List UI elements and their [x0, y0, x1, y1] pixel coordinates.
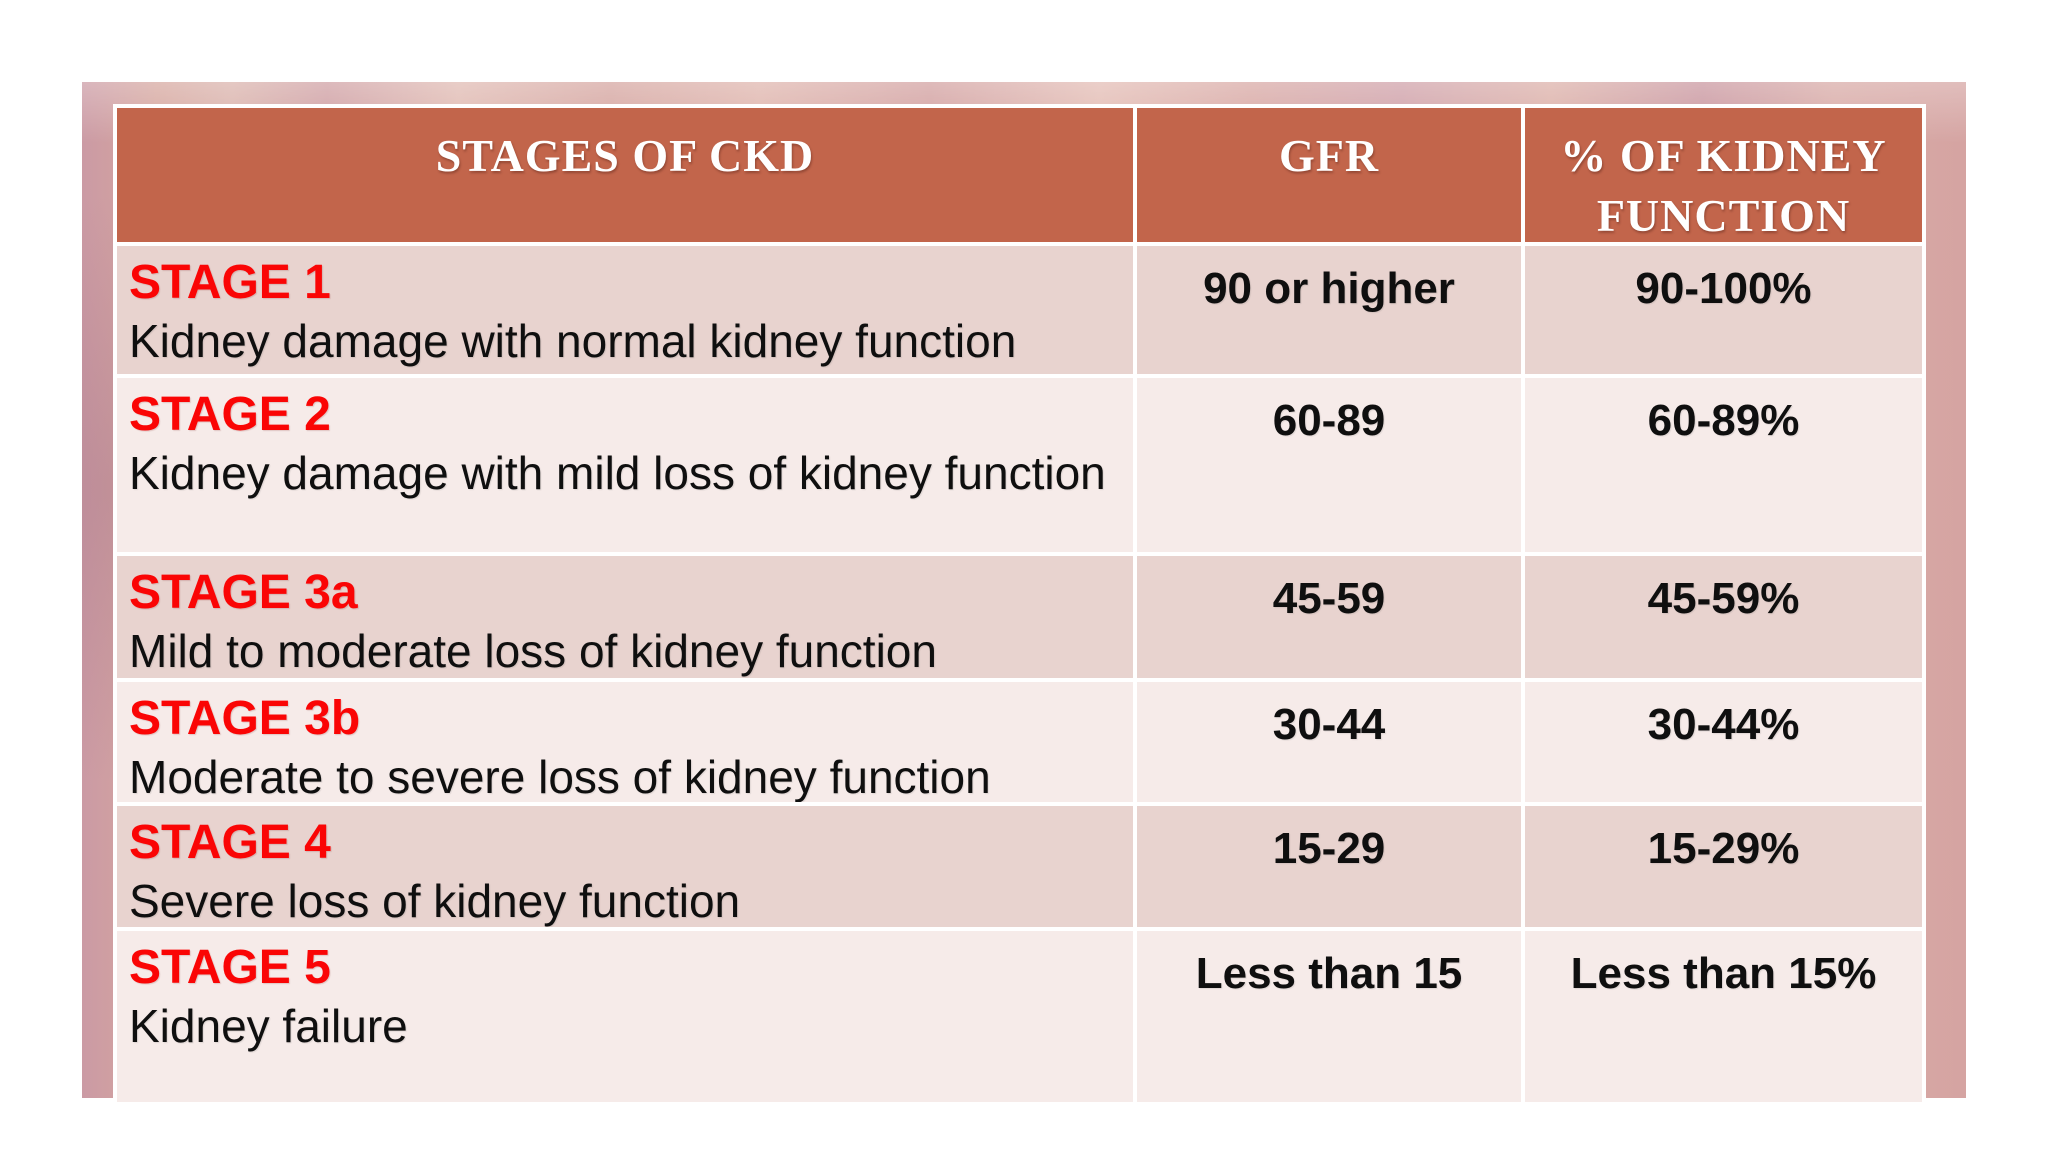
table-row-gfr-cell: 15-29	[1137, 806, 1521, 927]
table-row-percent-cell: 90-100%	[1525, 246, 1922, 374]
table-row-percent-cell: 60-89%	[1525, 378, 1922, 552]
table-row-percent-cell: 15-29%	[1525, 806, 1922, 927]
column-header-stages-of-ckd: STAGES OF CKD	[117, 108, 1133, 242]
table-row-percent-cell: 30-44%	[1525, 682, 1922, 802]
stage-description: Kidney damage with normal kidney functio…	[129, 315, 1017, 367]
table-row-gfr-cell: 30-44	[1137, 682, 1521, 802]
stage-description: Kidney damage with mild loss of kidney f…	[129, 447, 1106, 499]
stage-description: Severe loss of kidney function	[129, 875, 741, 927]
column-header-percent-kidney-function: % OF KIDNEY FUNCTION	[1525, 108, 1922, 242]
ckd-stages-table: STAGES OF CKD GFR % OF KIDNEY FUNCTION S…	[113, 104, 1926, 1106]
stage-label: STAGE 4	[129, 816, 331, 869]
table-row-stage-cell: STAGE 3b Moderate to severe loss of kidne…	[117, 682, 1133, 802]
stage-label: STAGE 5	[129, 941, 331, 994]
stage-label: STAGE 1	[129, 256, 331, 309]
stage-label: STAGE 3b	[129, 692, 361, 745]
table-row-percent-cell: 45-59%	[1525, 556, 1922, 678]
table-row-stage-cell: STAGE 5 Kidney failure	[117, 931, 1133, 1102]
table-row-gfr-cell: 90 or higher	[1137, 246, 1521, 374]
stage-description: Mild to moderate loss of kidney function	[129, 625, 937, 677]
table-row-stage-cell: STAGE 3a Mild to moderate loss of kidney …	[117, 556, 1133, 678]
column-header-gfr: GFR	[1137, 108, 1521, 242]
stage-description: Moderate to severe loss of kidney functi…	[129, 751, 991, 802]
stage-label: STAGE 2	[129, 388, 331, 441]
stage-label: STAGE 3a	[129, 566, 358, 619]
table-row-gfr-cell: 60-89	[1137, 378, 1521, 552]
table-row-stage-cell: STAGE 2 Kidney damage with mild loss of k…	[117, 378, 1133, 552]
table-row-percent-cell: Less than 15%	[1525, 931, 1922, 1102]
table-row-gfr-cell: 45-59	[1137, 556, 1521, 678]
table-row-stage-cell: STAGE 4 Severe loss of kidney function	[117, 806, 1133, 927]
stage-description: Kidney failure	[129, 1000, 408, 1052]
table-row-gfr-cell: Less than 15	[1137, 931, 1521, 1102]
table-row-stage-cell: STAGE 1 Kidney damage with normal kidney …	[117, 246, 1133, 374]
